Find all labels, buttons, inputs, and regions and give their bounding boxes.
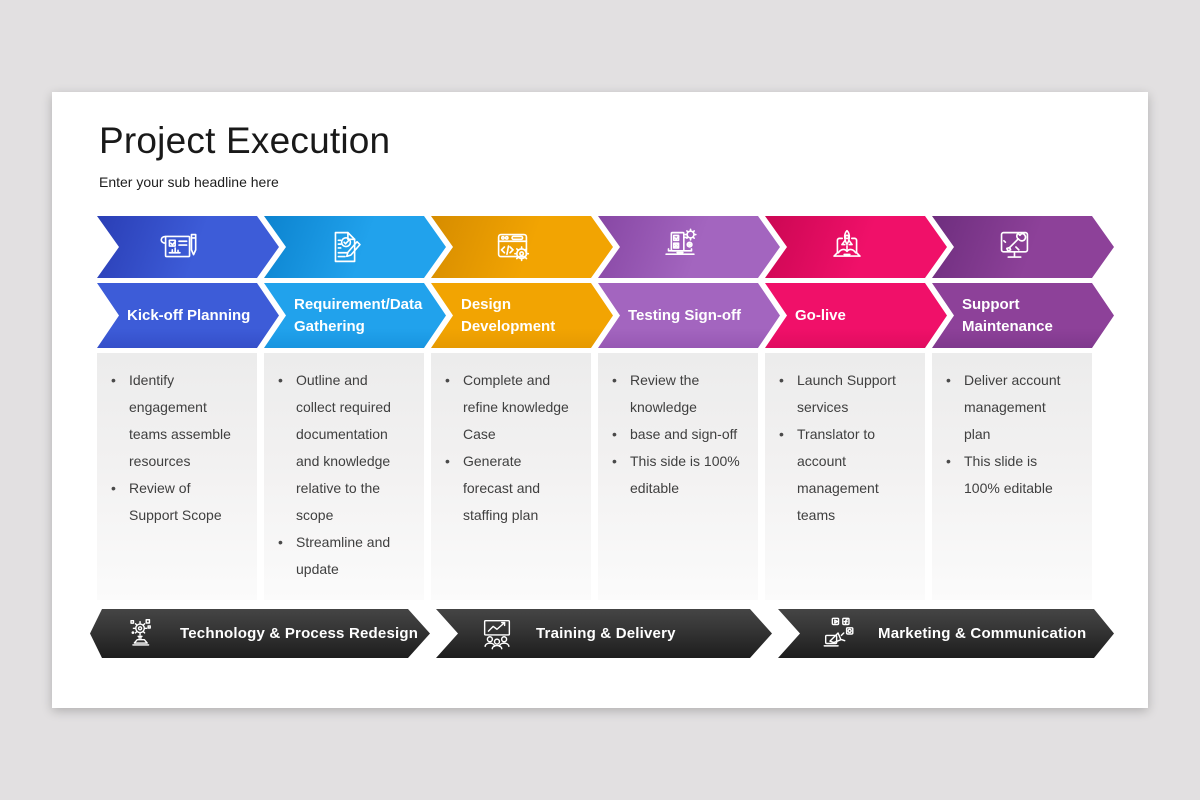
phase-bullets-design: Complete and refine knowledge Case Gener… xyxy=(431,353,591,600)
banner-label: Marketing & Communication xyxy=(878,625,1087,642)
banner-technology-process-redesign: Technology & Process Redesign xyxy=(90,609,430,658)
phase-title-arrow-golive: Go-live xyxy=(765,283,947,348)
list-item: Translator to account management teams xyxy=(779,421,909,529)
phase-bullets-testing: Review the knowledge base and sign-off T… xyxy=(598,353,758,600)
blueprint-plan-icon xyxy=(156,224,202,270)
list-item: This slide is 100% editable xyxy=(946,448,1076,502)
banner-training-delivery: Training & Delivery xyxy=(436,609,772,658)
presentation-team-icon xyxy=(478,615,516,653)
list-item: Complete and refine knowledge Case xyxy=(445,367,575,448)
list-item: Generate forecast and staffing plan xyxy=(445,448,575,529)
code-window-gear-icon xyxy=(490,224,536,270)
phase-title-arrow-kickoff: Kick-off Planning xyxy=(97,283,279,348)
slide-title: Project Execution xyxy=(99,120,391,161)
phase-title: Testing Sign-off xyxy=(628,306,742,324)
phase-bullets-requirement: Outline and collect required documentati… xyxy=(264,353,424,600)
phase-title-arrow-requirement: Requirement/Data Gathering xyxy=(264,283,446,348)
phase-title-arrow-design: Design Development xyxy=(431,283,613,348)
phase-title: Support Maintenance xyxy=(962,296,1053,335)
phase-bullets-support: Deliver account management plan This sli… xyxy=(932,353,1092,600)
rocket-launch-icon xyxy=(824,224,870,270)
phase-icon-arrow-golive xyxy=(765,216,947,278)
banner-label: Training & Delivery xyxy=(536,625,676,642)
slide-subtitle: Enter your sub headline here xyxy=(99,174,279,190)
phase-title: Go-live xyxy=(795,306,846,324)
list-item: Identify engagement teams assemble resou… xyxy=(111,367,241,475)
phase-bullets-kickoff: Identify engagement teams assemble resou… xyxy=(97,353,257,600)
megaphone-social-icon xyxy=(820,615,858,653)
list-item: This side is 100% editable xyxy=(612,448,742,502)
list-item: base and sign-off xyxy=(612,421,742,448)
list-item: Outline and collect required documentati… xyxy=(278,367,408,529)
list-item: Launch Support services xyxy=(779,367,909,421)
phase-title: Design Development xyxy=(461,296,556,335)
phase-icon-arrow-testing xyxy=(598,216,780,278)
phase-title: Requirement/Data Gathering xyxy=(294,296,423,335)
list-item: Deliver account management plan xyxy=(946,367,1076,448)
phase-icon-arrow-kickoff xyxy=(97,216,279,278)
document-check-icon xyxy=(323,224,369,270)
phase-title-arrow-support: Support Maintenance xyxy=(932,283,1114,348)
list-item: Review of Support Scope xyxy=(111,475,241,529)
phase-title: Kick-off Planning xyxy=(127,306,251,324)
gear-launch-icon xyxy=(122,615,160,653)
slide-canvas: Project Execution Enter your sub headlin… xyxy=(52,92,1148,708)
laptop-checklist-gear-icon xyxy=(657,224,703,270)
phase-icon-arrow-design xyxy=(431,216,613,278)
phase-bullets-golive: Launch Support services Translator to ac… xyxy=(765,353,925,600)
phase-title-arrow-testing: Testing Sign-off xyxy=(598,283,780,348)
monitor-wrench-icon xyxy=(991,224,1037,270)
phase-icon-arrow-support xyxy=(932,216,1114,278)
banner-marketing-communication: Marketing & Communication xyxy=(778,609,1114,658)
list-item: Streamline and update xyxy=(278,529,408,583)
banner-label: Technology & Process Redesign xyxy=(180,625,419,642)
list-item: Review the knowledge xyxy=(612,367,742,421)
phase-icon-arrow-requirement xyxy=(264,216,446,278)
